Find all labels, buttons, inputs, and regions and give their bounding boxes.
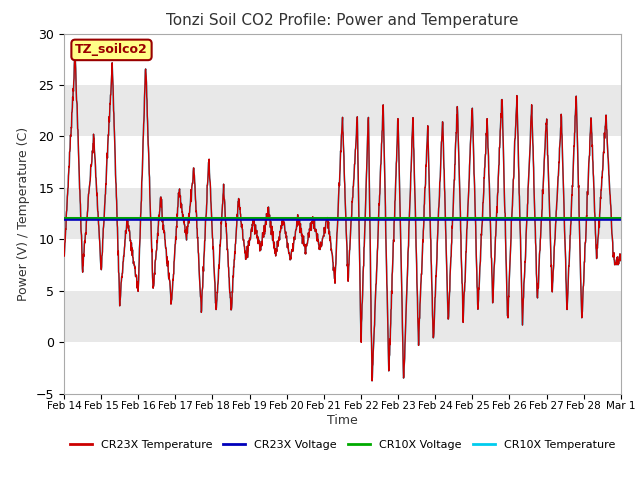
Y-axis label: Power (V) / Temperature (C): Power (V) / Temperature (C) — [17, 127, 30, 300]
Bar — [64, 291, 621, 342]
Bar — [64, 85, 621, 136]
Bar — [64, 34, 621, 85]
Legend: CR23X Temperature, CR23X Voltage, CR10X Voltage, CR10X Temperature: CR23X Temperature, CR23X Voltage, CR10X … — [65, 436, 620, 455]
Title: Tonzi Soil CO2 Profile: Power and Temperature: Tonzi Soil CO2 Profile: Power and Temper… — [166, 13, 518, 28]
Text: TZ_soilco2: TZ_soilco2 — [75, 43, 148, 56]
Bar — [64, 342, 621, 394]
Bar — [64, 188, 621, 240]
Bar — [64, 136, 621, 188]
X-axis label: Time: Time — [327, 414, 358, 427]
Bar — [64, 240, 621, 291]
